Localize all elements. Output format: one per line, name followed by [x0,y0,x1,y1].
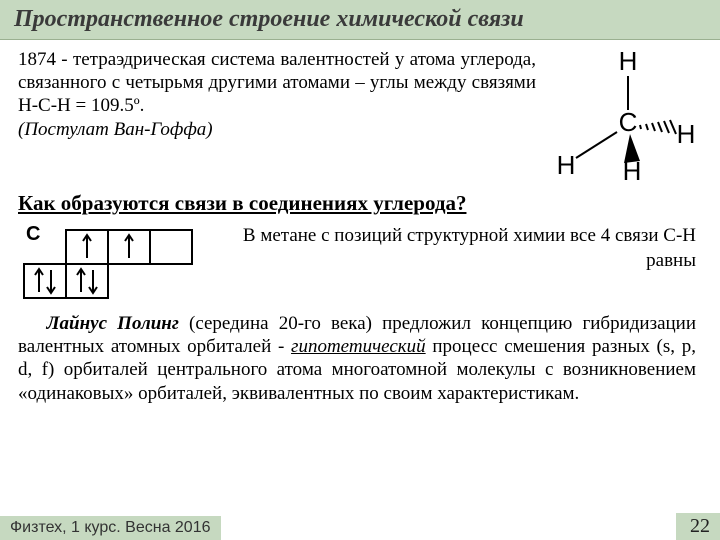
slide-title: Пространственное строение химической свя… [14,6,706,33]
atom-h-left: H [557,150,576,180]
intro-section: 1874 - тетраэдрическая система валентнос… [18,48,696,183]
content-area: 1874 - тетраэдрическая система валентнос… [0,40,720,405]
methane-structure-diagram: H C H H H [546,48,696,183]
footer-course-info: Физтех, 1 курс. Весна 2016 [0,516,221,540]
atom-h-right: H [677,119,696,149]
pauling-hypothetical: гипотетический [291,336,426,357]
orbital-1s [24,264,66,298]
intro-body: 1874 - тетраэдрическая система валентнос… [18,49,536,116]
question-heading: Как образуются связи в соединениях углер… [18,191,696,216]
bond-left [576,132,617,158]
pauling-paragraph: Лайнус Полинг (середина 20-го века) пред… [18,312,696,405]
methane-equality-note: В метане с позиций структурной химии все… [239,222,696,273]
orbital-row: C [18,222,696,302]
page-number: 22 [676,513,720,540]
title-bar: Пространственное строение химической свя… [0,0,720,40]
postulate-line: (Постулат Ван-Гоффа) [18,119,213,140]
pauling-name: Лайнус Полинг [47,313,179,334]
footer: Физтех, 1 курс. Весна 2016 22 [0,513,720,540]
bond-hash [640,120,676,134]
orbital-box-diagram: C [18,222,223,302]
bond-wedge [624,134,640,163]
orbital-2s [66,264,108,298]
atom-h-top: H [619,48,638,76]
atom-c: C [619,107,638,137]
intro-paragraph: 1874 - тетраэдрическая система валентнос… [18,48,536,183]
orbital-label-c: C [26,223,40,245]
orbital-2p3 [150,230,192,264]
